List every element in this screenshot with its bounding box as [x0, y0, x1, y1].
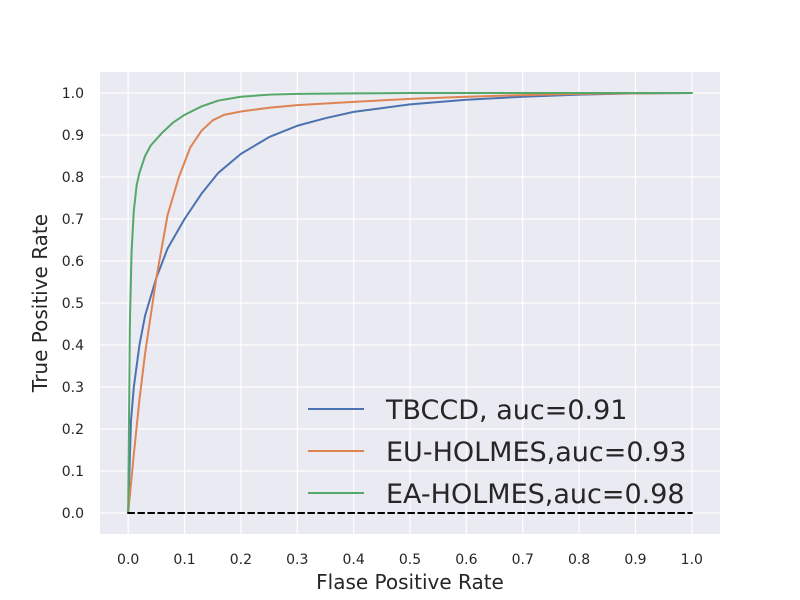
x-tick-label: 0.4 [343, 552, 365, 568]
y-tick-label: 0.1 [62, 464, 84, 480]
y-tick-label: 0.8 [62, 170, 84, 186]
x-tick-label: 0.0 [117, 552, 139, 568]
y-tick-label: 0.0 [62, 506, 84, 522]
y-tick-label: 0.9 [62, 128, 84, 144]
legend-label: TBCCD, auc=0.91 [385, 395, 627, 426]
y-tick-label: 0.5 [62, 296, 84, 312]
x-tick-label: 0.7 [512, 552, 534, 568]
series-layer [127, 92, 693, 514]
y-tick-label: 0.6 [62, 254, 84, 270]
y-tick-labels: 0.0 0.1 0.2 0.3 0.4 0.5 0.6 0.7 0.8 0.9 1.0 [62, 86, 84, 522]
y-tick-label: 0.4 [62, 338, 84, 354]
x-tick-labels: 0.0 0.1 0.2 0.3 0.4 0.5 0.6 0.7 0.8 0.9 1.0 [117, 552, 703, 568]
legend-label: EA-HOLMES,auc=0.98 [386, 479, 685, 510]
y-tick-label: 0.2 [62, 422, 84, 438]
x-tick-label: 0.5 [399, 552, 421, 568]
legend-label: EU-HOLMES,auc=0.93 [386, 437, 686, 468]
x-axis-label: Flase Positive Rate [316, 570, 504, 594]
x-tick-label: 0.3 [286, 552, 308, 568]
y-axis-label: True Positive Rate [28, 214, 52, 393]
y-tick-label: 0.7 [62, 212, 84, 228]
x-tick-label: 0.1 [173, 552, 195, 568]
y-tick-label: 0.3 [62, 380, 84, 396]
y-tick-label: 1.0 [62, 86, 84, 102]
series-line-0 [127, 92, 693, 514]
series-line-1 [127, 92, 693, 514]
x-tick-label: 1.0 [681, 552, 703, 568]
legend: TBCCD, auc=0.91 EU-HOLMES,auc=0.93 EA-HOLM… [308, 395, 686, 510]
x-tick-label: 0.9 [624, 552, 646, 568]
x-tick-label: 0.8 [568, 552, 590, 568]
x-tick-label: 0.6 [455, 552, 477, 568]
series-line-2 [127, 92, 693, 514]
x-tick-label: 0.2 [230, 552, 252, 568]
